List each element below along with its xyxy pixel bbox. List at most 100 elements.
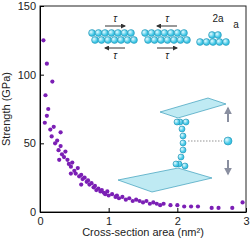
point bbox=[65, 158, 69, 162]
x-tick-mark bbox=[109, 208, 110, 212]
point bbox=[45, 62, 49, 66]
y-tick-mark bbox=[40, 75, 44, 76]
atom bbox=[155, 30, 162, 37]
x-tick-label: 3 bbox=[243, 215, 249, 227]
arrow bbox=[105, 26, 125, 27]
atom bbox=[178, 154, 184, 160]
point bbox=[127, 196, 131, 200]
plot-frame bbox=[40, 6, 246, 212]
point bbox=[74, 171, 78, 175]
annotation: τ bbox=[113, 50, 118, 61]
point bbox=[69, 165, 73, 169]
atom bbox=[161, 30, 168, 37]
point bbox=[144, 199, 148, 203]
atom bbox=[215, 32, 222, 39]
point bbox=[62, 155, 66, 159]
y-axis-line bbox=[40, 7, 41, 213]
atom bbox=[115, 30, 122, 37]
point bbox=[175, 203, 179, 207]
x-axis-title: Cross-section area (nm²) bbox=[82, 226, 204, 238]
atom bbox=[174, 30, 181, 37]
atom bbox=[224, 137, 232, 145]
point bbox=[240, 200, 244, 204]
plate bbox=[118, 168, 212, 192]
atom bbox=[184, 37, 191, 44]
point bbox=[50, 134, 54, 138]
atom bbox=[180, 133, 186, 139]
arrow bbox=[227, 160, 229, 174]
y-tick: 100 bbox=[18, 69, 44, 81]
point bbox=[63, 149, 67, 153]
atom bbox=[151, 37, 158, 44]
y-tick-label: 100 bbox=[18, 69, 36, 81]
arrow bbox=[105, 48, 125, 49]
annotation: 2a bbox=[212, 13, 224, 24]
x-axis-line bbox=[41, 212, 247, 213]
x-tick-mark bbox=[246, 208, 247, 212]
y-axis: 0 50 100 150 bbox=[18, 0, 44, 218]
x-tick-mark bbox=[177, 208, 178, 212]
point bbox=[110, 192, 114, 196]
point bbox=[76, 166, 80, 170]
point bbox=[46, 107, 50, 111]
atom bbox=[168, 30, 175, 37]
point bbox=[55, 138, 59, 142]
point bbox=[70, 160, 74, 164]
atom bbox=[98, 37, 105, 44]
point bbox=[43, 93, 47, 97]
arrow bbox=[227, 108, 229, 122]
atom bbox=[102, 30, 109, 37]
point bbox=[41, 38, 45, 42]
x-tick: 3 bbox=[243, 208, 249, 227]
point bbox=[48, 128, 52, 132]
y-tick-mark bbox=[40, 143, 44, 144]
atom bbox=[121, 30, 128, 37]
atom bbox=[177, 37, 184, 44]
atom bbox=[164, 37, 171, 44]
atom bbox=[197, 39, 204, 46]
y-axis-title: Strength (GPa) bbox=[0, 72, 12, 146]
y-tick: 0 bbox=[30, 206, 44, 218]
atom bbox=[128, 30, 135, 37]
y-tick: 50 bbox=[24, 137, 44, 149]
atom bbox=[142, 30, 149, 37]
atom bbox=[179, 126, 185, 132]
atom bbox=[111, 37, 118, 44]
point bbox=[89, 181, 93, 185]
illustration bbox=[89, 26, 232, 192]
atom bbox=[210, 39, 217, 46]
point bbox=[120, 195, 124, 199]
atom bbox=[118, 37, 125, 44]
atom bbox=[131, 37, 138, 44]
point bbox=[182, 204, 186, 208]
point bbox=[56, 148, 60, 152]
atom bbox=[182, 163, 188, 169]
annotation: τ bbox=[165, 50, 170, 61]
atom bbox=[174, 119, 180, 125]
point bbox=[59, 130, 63, 134]
y-tick-label: 0 bbox=[30, 206, 36, 218]
point bbox=[189, 204, 193, 208]
arrow bbox=[157, 48, 177, 49]
point bbox=[216, 206, 220, 210]
y-tick-mark bbox=[40, 6, 44, 7]
point bbox=[59, 144, 63, 148]
atom bbox=[203, 39, 210, 46]
point bbox=[86, 178, 90, 182]
atom bbox=[181, 30, 188, 37]
point bbox=[57, 158, 61, 162]
y-tick-label: 50 bbox=[24, 137, 36, 149]
point bbox=[45, 114, 49, 118]
x-tick: 1 bbox=[106, 208, 112, 227]
point bbox=[105, 189, 109, 193]
atom bbox=[158, 37, 165, 44]
y-tick: 150 bbox=[18, 0, 44, 12]
atom bbox=[95, 30, 102, 37]
atom bbox=[183, 119, 189, 125]
atom bbox=[145, 37, 152, 44]
point bbox=[93, 184, 97, 188]
atom bbox=[171, 37, 178, 44]
annotation: τ bbox=[165, 13, 170, 24]
annotation: a bbox=[233, 19, 239, 30]
arrow bbox=[157, 26, 177, 27]
